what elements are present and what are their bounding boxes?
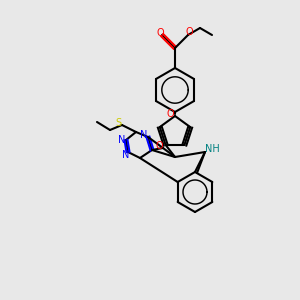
Text: O: O <box>185 27 193 37</box>
Text: NH: NH <box>205 144 219 154</box>
Text: S: S <box>115 118 121 128</box>
Text: N: N <box>140 130 148 140</box>
Text: N: N <box>122 150 130 160</box>
Text: O: O <box>155 141 163 151</box>
Text: N: N <box>118 135 126 145</box>
Text: O: O <box>166 109 174 119</box>
Text: O: O <box>156 28 164 38</box>
